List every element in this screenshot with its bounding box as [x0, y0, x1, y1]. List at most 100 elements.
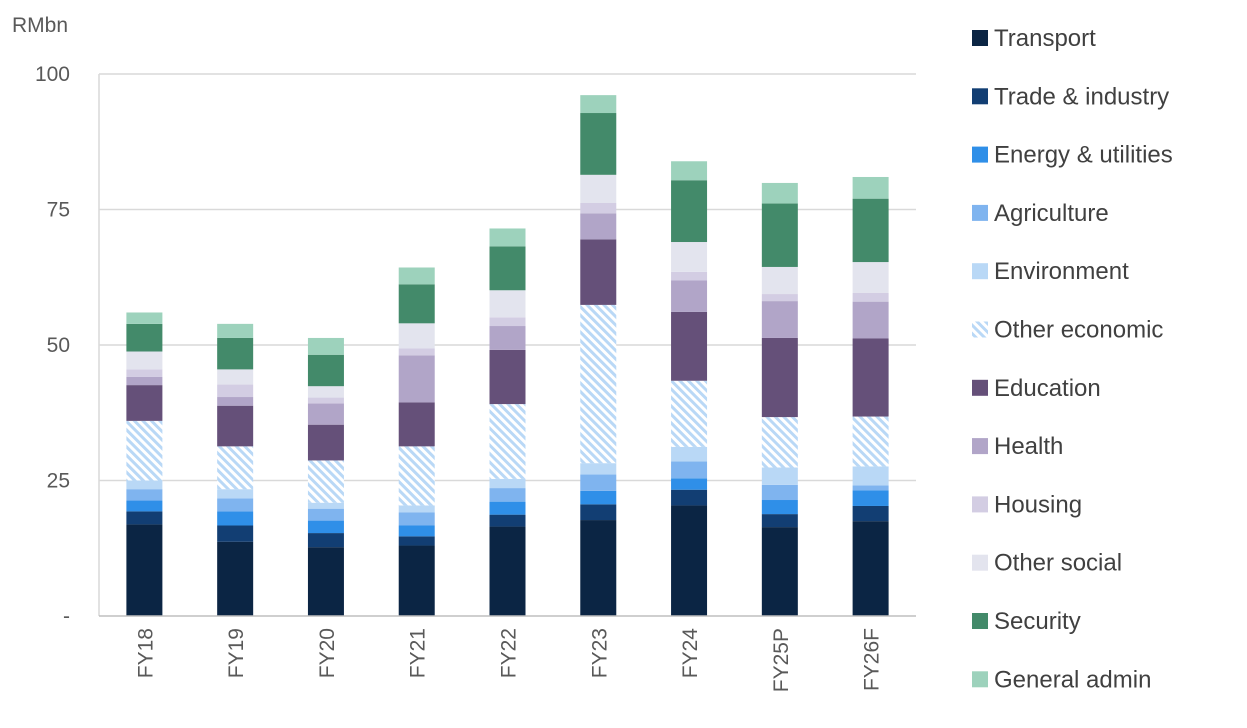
legend-swatch-education [972, 379, 988, 396]
legend-item-housing: Housing [972, 491, 1082, 518]
bar-segment-fy21-health [398, 355, 435, 403]
legend-swatch-general-admin [972, 671, 988, 688]
bar-segment-fy22-security [489, 246, 526, 291]
legend-item-other-economic: Other economic [972, 317, 1163, 344]
bar-segment-fy23-energy-and-utilities [580, 490, 617, 505]
y-tick-label: 75 [47, 199, 70, 222]
bar-segment-fy24-housing [671, 271, 708, 281]
bar-segment-fy20-housing [307, 397, 344, 404]
bar-segment-fy21-energy-and-utilities [398, 525, 435, 537]
bar-segment-fy21-other-economic [398, 446, 435, 506]
x-tick-label-fy24: FY24 [679, 628, 702, 679]
bar-segment-fy20-other-social [307, 386, 344, 398]
bar-segment-fy24-education [671, 311, 708, 381]
y-tick-label: - [63, 605, 70, 628]
bar-segment-fy25p-education [761, 337, 798, 418]
bar-segment-fy22-environment [489, 478, 526, 489]
legend-item-health: Health [972, 433, 1063, 460]
bar-segment-fy18-trade-and-industry [126, 511, 163, 525]
legend-label-general-admin: General admin [994, 666, 1151, 693]
legend: Transport Trade & industry Energy & utilit… [972, 25, 1173, 693]
bar-segment-fy24-environment [671, 446, 708, 462]
legend-swatch-environment [972, 263, 988, 280]
legend-item-transport: Transport [972, 25, 1096, 52]
x-tick-label-fy18: FY18 [134, 628, 157, 678]
bar-segment-fy21-general-admin [398, 267, 435, 285]
bar-segment-fy20-health [307, 403, 344, 425]
legend-label-transport: Transport [994, 25, 1096, 52]
legend-swatch-trade-and-industry [972, 88, 988, 105]
bar-segment-fy25p-general-admin [761, 182, 798, 204]
legend-label-other-economic: Other economic [994, 317, 1163, 344]
bar-segment-fy18-other-economic [126, 420, 163, 481]
x-tick-label-fy20: FY20 [316, 628, 339, 678]
axes: RMbn - 25 50 75 100 FY18 FY19 FY20 FY21 FY22 FY23 F… [12, 14, 916, 692]
legend-label-health: Health [994, 433, 1063, 460]
bar-segment-fy26f-other-economic [852, 416, 889, 467]
bar-segment-fy18-security [126, 323, 163, 352]
bar-segment-fy25p-transport [761, 527, 798, 616]
bar-segment-fy26f-security [852, 198, 889, 263]
legend-swatch-other-social [972, 554, 988, 571]
bar-segment-fy19-other-economic [217, 446, 254, 490]
bar-segment-fy24-health [671, 280, 708, 312]
bar-segment-fy26f-other-social [852, 262, 889, 293]
legend-item-agriculture: Agriculture [972, 200, 1109, 227]
bar-segment-fy23-environment [580, 463, 617, 475]
y-tick-label: 100 [35, 63, 70, 86]
bar-segment-fy22-trade-and-industry [489, 514, 526, 527]
bar-segment-fy22-general-admin [489, 228, 526, 247]
bar-segment-fy22-other-social [489, 290, 526, 318]
bar-segment-fy23-health [580, 213, 617, 240]
bar-segment-fy20-environment [307, 502, 344, 509]
legend-label-security: Security [994, 608, 1081, 635]
legend-swatch-agriculture [972, 204, 988, 221]
bar-segment-fy21-security [398, 284, 435, 324]
legend-swatch-other-economic [972, 321, 988, 338]
bar-segment-fy19-general-admin [217, 323, 254, 338]
bar-segment-fy20-energy-and-utilities [307, 520, 344, 534]
bar-segment-fy18-environment [126, 480, 163, 490]
legend-swatch-transport [972, 30, 988, 46]
bar-segment-fy26f-housing [852, 292, 889, 302]
bar-segment-fy20-transport [307, 547, 344, 616]
bar-segment-fy25p-other-social [761, 266, 798, 295]
bar-segment-fy19-housing [217, 384, 254, 398]
bar-segment-fy20-agriculture [307, 508, 344, 521]
bar-segment-fy23-housing [580, 202, 617, 214]
bar-segment-fy26f-agriculture [852, 485, 889, 491]
bar-segment-fy25p-agriculture [761, 484, 798, 501]
bar-segment-fy20-trade-and-industry [307, 533, 344, 548]
x-tick-label-fy21: FY21 [407, 628, 430, 678]
bar-segment-fy22-health [489, 326, 526, 350]
bar-segment-fy25p-housing [761, 294, 798, 302]
x-tick-label-fy22: FY22 [498, 628, 521, 678]
bar-segment-fy20-education [307, 424, 344, 461]
legend-item-trade-and-industry: Trade & industry [972, 83, 1169, 110]
bar-segment-fy25p-trade-and-industry [761, 514, 798, 528]
legend-item-general-admin: General admin [972, 666, 1151, 693]
bar-segment-fy20-other-economic [307, 460, 344, 503]
legend-label-environment: Environment [994, 258, 1129, 285]
bar-segment-fy19-energy-and-utilities [217, 511, 254, 526]
x-tick-label-fy23: FY23 [588, 628, 611, 678]
bar-segment-fy18-housing [126, 369, 163, 377]
bar-segment-fy24-trade-and-industry [671, 489, 708, 506]
bar-segment-fy18-other-social [126, 351, 163, 370]
bar-segment-fy26f-health [852, 301, 889, 339]
legend-label-education: Education [994, 375, 1101, 402]
legend-label-trade-and-industry: Trade & industry [994, 83, 1169, 110]
y-tick-label: 25 [47, 470, 70, 493]
bar-segment-fy24-security [671, 180, 708, 243]
y-tick-label: 50 [47, 334, 70, 357]
x-tick-label-fy26f: FY26F [861, 628, 884, 691]
bar-segment-fy19-transport [217, 541, 254, 616]
legend-label-housing: Housing [994, 491, 1082, 518]
bar-segment-fy20-general-admin [307, 337, 344, 355]
bar-segment-fy21-education [398, 402, 435, 447]
bar-segment-fy23-agriculture [580, 474, 617, 491]
bar-segment-fy22-education [489, 349, 526, 405]
bar-segment-fy23-other-social [580, 174, 617, 203]
legend-swatch-housing [972, 496, 988, 513]
